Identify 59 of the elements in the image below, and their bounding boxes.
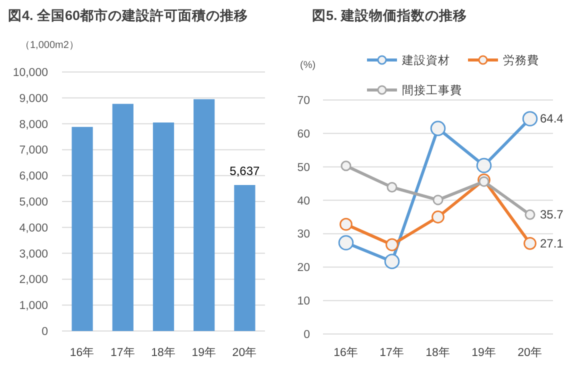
point bbox=[340, 218, 352, 231]
y-tick-label: 0 bbox=[304, 329, 310, 341]
point bbox=[524, 209, 536, 220]
point bbox=[386, 238, 398, 252]
y-axis-title: （1,000m2） bbox=[20, 40, 79, 51]
bar bbox=[112, 104, 134, 331]
bar bbox=[194, 99, 215, 331]
point bbox=[384, 254, 400, 270]
x-tick-label: 20年 bbox=[232, 346, 258, 359]
point bbox=[432, 194, 444, 206]
bar bbox=[234, 185, 256, 331]
x-tick-label: 17年 bbox=[110, 346, 136, 359]
y-tick-label: 5,000 bbox=[19, 196, 48, 208]
point bbox=[522, 111, 538, 126]
y-tick-label: 10,000 bbox=[12, 67, 48, 79]
y-axis-title: (%) bbox=[300, 60, 316, 71]
y-tick-label: 3,000 bbox=[19, 248, 48, 260]
y-tick-label: 4,000 bbox=[19, 222, 48, 234]
x-tick-label: 18年 bbox=[151, 346, 176, 359]
legend-label: 建設資材 bbox=[401, 54, 450, 67]
point bbox=[432, 210, 444, 224]
bar bbox=[72, 126, 93, 331]
data-label: 35.7 bbox=[540, 208, 564, 222]
point bbox=[338, 235, 354, 250]
x-tick-label: 19年 bbox=[192, 346, 216, 359]
y-tick-label: 1,000 bbox=[19, 300, 48, 312]
y-tick-label: 7,000 bbox=[19, 144, 48, 157]
point bbox=[430, 120, 446, 136]
x-tick-label: 19年 bbox=[472, 346, 496, 359]
legend-label: 労務費 bbox=[503, 54, 539, 67]
x-tick-label: 20年 bbox=[518, 346, 542, 359]
point bbox=[386, 182, 398, 192]
data-label: 27.1 bbox=[540, 236, 564, 250]
data-label: 64.4 bbox=[540, 112, 564, 126]
y-tick-label: 10 bbox=[297, 296, 310, 308]
y-tick-label: 6,000 bbox=[19, 170, 48, 183]
y-tick-label: 8,000 bbox=[19, 118, 48, 131]
point bbox=[524, 236, 536, 250]
point bbox=[476, 158, 492, 174]
data-label: 5,637 bbox=[230, 164, 260, 178]
y-tick-label: 60 bbox=[297, 128, 310, 140]
y-tick-label: 70 bbox=[297, 95, 310, 107]
chart-title: 図4. 全国60都市の建設許可面積の推移 bbox=[8, 7, 248, 23]
chart-title: 図5. 建設物価指数の推移 bbox=[312, 8, 468, 23]
y-tick-label: 9,000 bbox=[19, 92, 48, 105]
y-tick-label: 2,000 bbox=[19, 274, 48, 286]
point bbox=[340, 160, 352, 172]
x-tick-label: 17年 bbox=[380, 346, 404, 359]
bar bbox=[152, 122, 174, 331]
y-tick-label: 0 bbox=[42, 326, 48, 338]
y-tick-label: 20 bbox=[297, 262, 310, 274]
x-tick-label: 16年 bbox=[70, 346, 95, 359]
legend-label: 間接工事費 bbox=[402, 83, 462, 97]
x-tick-label: 16年 bbox=[334, 346, 358, 359]
y-tick-label: 50 bbox=[297, 162, 310, 174]
y-tick-label: 40 bbox=[297, 195, 310, 208]
y-tick-label: 30 bbox=[297, 228, 310, 241]
x-tick-label: 18年 bbox=[426, 346, 450, 359]
point bbox=[478, 176, 490, 187]
